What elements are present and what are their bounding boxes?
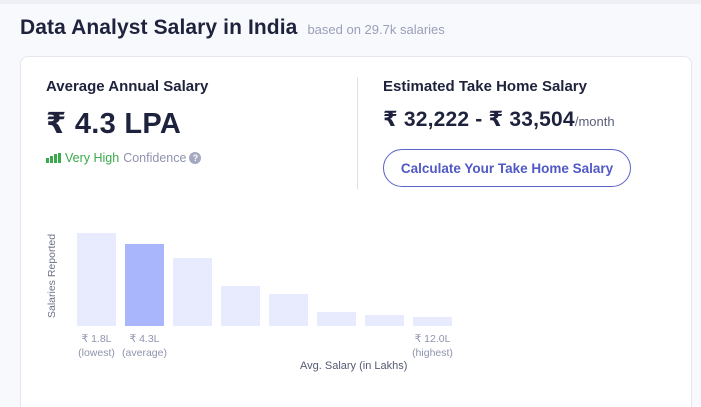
take-home-range: ₹ 32,222 - ₹ 33,504 xyxy=(383,108,575,131)
take-home-label: Estimated Take Home Salary xyxy=(383,78,587,95)
take-home-value: ₹ 32,222 - ₹ 33,504 /month xyxy=(383,107,631,132)
chart-bar[interactable] xyxy=(269,294,308,326)
salary-card: Average Annual Salary ₹ 4.3 LPA Very Hig… xyxy=(20,56,692,407)
salary-count: based on 29.7k salaries xyxy=(307,22,445,37)
chart-bar[interactable] xyxy=(365,315,404,326)
calculate-take-home-button[interactable]: Calculate Your Take Home Salary xyxy=(383,149,631,187)
confidence-indicator: Very High Confidence ? xyxy=(46,151,208,165)
confidence-level: Very High xyxy=(65,151,120,165)
average-salary-value: ₹ 4.3 LPA xyxy=(46,108,182,140)
help-icon[interactable]: ? xyxy=(189,152,202,164)
top-strip xyxy=(0,0,701,4)
take-home-unit: /month xyxy=(574,114,615,129)
chart-x-axis-label: Avg. Salary (in Lakhs) xyxy=(300,360,408,372)
chart-y-axis-label: Salaries Reported xyxy=(46,233,58,318)
page-header: Data Analyst Salary in India based on 29… xyxy=(20,16,445,40)
page-title: Data Analyst Salary in India xyxy=(20,16,298,39)
average-salary-label: Average Annual Salary xyxy=(46,78,209,95)
average-salary-section: Average Annual Salary ₹ 4.3 LPA Very Hig… xyxy=(46,78,208,165)
section-divider xyxy=(357,77,358,189)
chart-bar[interactable] xyxy=(77,233,116,326)
chart-bar[interactable] xyxy=(173,258,212,326)
signal-bars-icon xyxy=(46,153,61,163)
chart-bar[interactable] xyxy=(413,317,452,326)
chart-tick-label: ₹ 4.3L (average) xyxy=(122,333,167,359)
take-home-section: Estimated Take Home Salary ₹ 32,222 - ₹ … xyxy=(383,78,631,187)
chart-bar[interactable] xyxy=(221,286,260,326)
chart-tick-label: ₹ 1.8L (lowest) xyxy=(78,333,115,359)
chart-tick-label: ₹ 12.0L (highest) xyxy=(412,333,453,359)
chart-bar[interactable] xyxy=(125,244,164,326)
chart-bar[interactable] xyxy=(317,312,356,326)
confidence-label: Confidence xyxy=(123,151,187,165)
